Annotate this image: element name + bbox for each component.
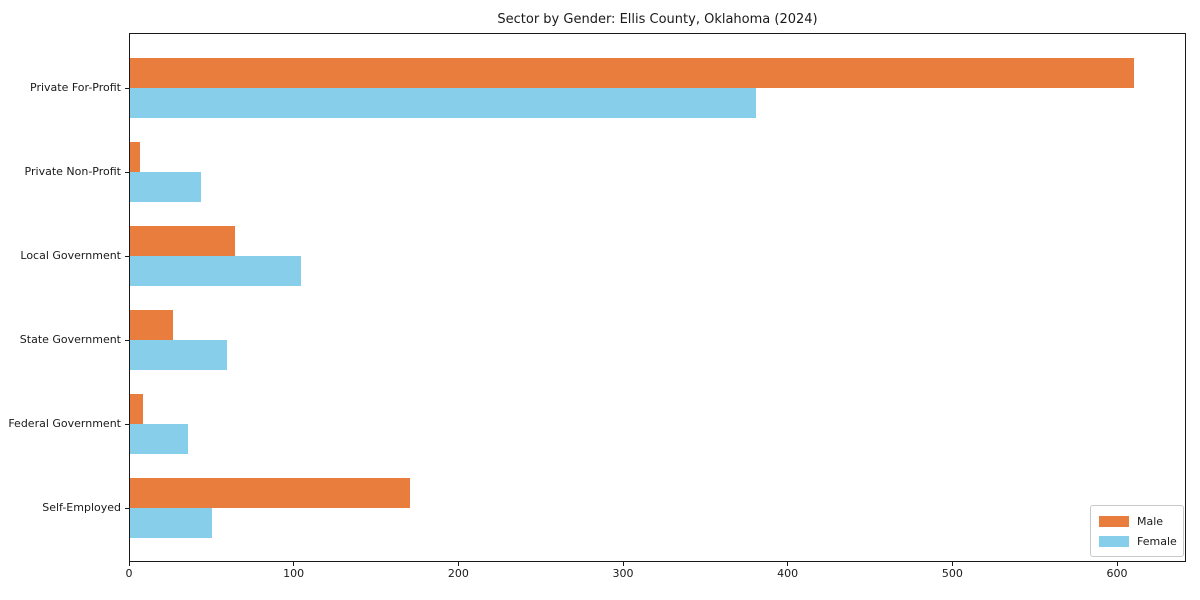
- bar-male-5: [130, 394, 143, 424]
- x-tick-mark: [787, 562, 789, 566]
- bar-female-1: [130, 88, 756, 118]
- y-tick-mark: [125, 340, 129, 341]
- y-tick-mark: [125, 508, 129, 509]
- bar-male-1: [130, 58, 1134, 88]
- legend-entry-female: Female: [1099, 533, 1177, 549]
- legend-swatch-male: [1099, 515, 1129, 527]
- y-tick-mark: [125, 88, 129, 89]
- x-tick-mark: [622, 562, 624, 566]
- bar-female-3: [130, 256, 301, 286]
- x-tick-mark: [293, 562, 295, 566]
- bar-female-6: [130, 508, 212, 538]
- x-tick-mark: [951, 562, 953, 566]
- legend-swatch-female: [1099, 535, 1129, 547]
- legend-label-female: Female: [1137, 534, 1177, 548]
- legend-label-male: Male: [1137, 514, 1164, 528]
- bar-female-2: [130, 172, 201, 202]
- y-tick-label-4: State Government: [19, 333, 121, 346]
- chart-title: Sector by Gender: Ellis County, Oklahoma…: [497, 12, 818, 27]
- x-tick-label: 300: [612, 567, 634, 580]
- bar-male-2: [130, 142, 140, 172]
- plot-area: [129, 33, 1186, 562]
- y-tick-label-5: Federal Government: [8, 417, 121, 430]
- y-tick-mark: [125, 256, 129, 257]
- x-tick-label: 0: [125, 567, 133, 580]
- y-tick-mark: [125, 424, 129, 425]
- legend-entry-male: Male: [1099, 513, 1175, 529]
- bar-male-3: [130, 226, 235, 256]
- x-tick-mark: [128, 562, 130, 566]
- bar-male-6: [130, 478, 410, 508]
- x-tick-label: 100: [283, 567, 305, 580]
- y-tick-label-6: Self-Employed: [42, 501, 121, 514]
- x-tick-label: 400: [777, 567, 799, 580]
- y-tick-label-3: Local Government: [20, 249, 121, 262]
- bar-female-4: [130, 340, 227, 370]
- x-tick-label: 600: [1106, 567, 1128, 580]
- bar-female-5: [130, 424, 188, 454]
- legend: Male Female: [1090, 505, 1184, 557]
- x-tick-label: 500: [941, 567, 963, 580]
- x-tick-mark: [457, 562, 459, 566]
- x-tick-label: 200: [447, 567, 469, 580]
- y-tick-label-1: Private For-Profit: [30, 81, 121, 94]
- y-tick-label-2: Private Non-Profit: [24, 165, 121, 178]
- x-tick-mark: [1116, 562, 1118, 566]
- bar-male-4: [130, 310, 173, 340]
- y-tick-mark: [125, 172, 129, 173]
